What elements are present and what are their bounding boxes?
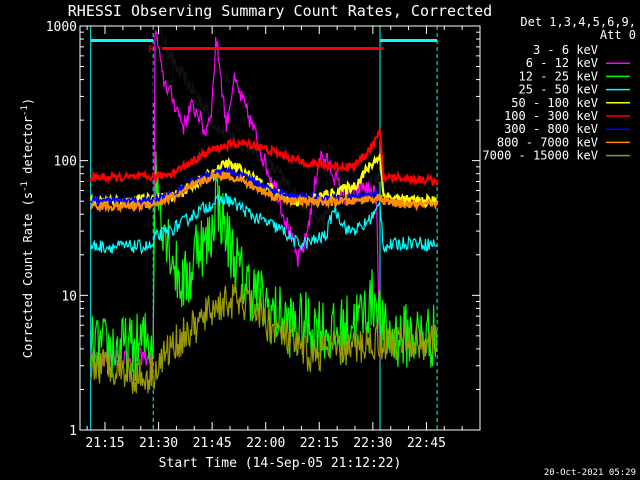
x-tick-label: 22:15 [300, 436, 339, 451]
x-tick-label: 21:15 [85, 436, 124, 451]
legend-label: 100 - 300 keV [504, 109, 598, 123]
y-axis: 1 10 100 1000 [46, 20, 480, 439]
legend-label: 50 - 100 keV [511, 96, 598, 110]
x-tick-label: 22:30 [353, 436, 392, 451]
x-tick-label: 21:45 [193, 436, 232, 451]
y-tick-label: 10 [61, 289, 77, 304]
y-tick-label: 1 [69, 424, 77, 439]
legend-header-detectors: Det 1,3,4,5,6,9, [520, 15, 636, 29]
series-line [89, 170, 439, 214]
flare-marker-label: F [148, 45, 154, 56]
legend-label: 7000 - 15000 keV [482, 149, 598, 163]
series-line [152, 27, 381, 227]
legend-label: 6 - 12 keV [526, 56, 598, 70]
x-axis: 21:15 21:30 21:45 22:00 22:15 22:30 22:45 [85, 26, 463, 451]
series-line [90, 151, 438, 383]
x-axis-label: Start Time (14-Sep-05 21:12:22) [159, 456, 402, 471]
series-line [90, 283, 438, 394]
x-tick-label: 21:30 [139, 436, 178, 451]
legend-label: 3 - 6 keV [533, 43, 598, 57]
legend-label: 300 - 800 keV [504, 122, 598, 136]
y-axis-label: Corrected Count Rate (s-1 detector-1) [20, 98, 35, 358]
legend-label: 12 - 25 keV [519, 69, 598, 83]
x-tick-label: 22:45 [407, 436, 446, 451]
y-tick-label: 100 [54, 155, 77, 170]
plot-frame [79, 25, 481, 431]
series-line [90, 193, 438, 256]
plot-area: F [89, 26, 439, 430]
series-line [89, 128, 439, 187]
footer-timestamp: 20-Oct-2021 05:29 [544, 468, 636, 478]
legend-label: 800 - 7000 keV [497, 135, 598, 149]
chart-title: RHESSI Observing Summary Count Rates, Co… [68, 2, 492, 20]
y-tick-label: 1000 [46, 20, 77, 35]
x-tick-label: 22:00 [246, 436, 285, 451]
legend-label: 25 - 50 keV [519, 83, 598, 97]
legend-header-attenuator: Att 0 [600, 28, 636, 42]
